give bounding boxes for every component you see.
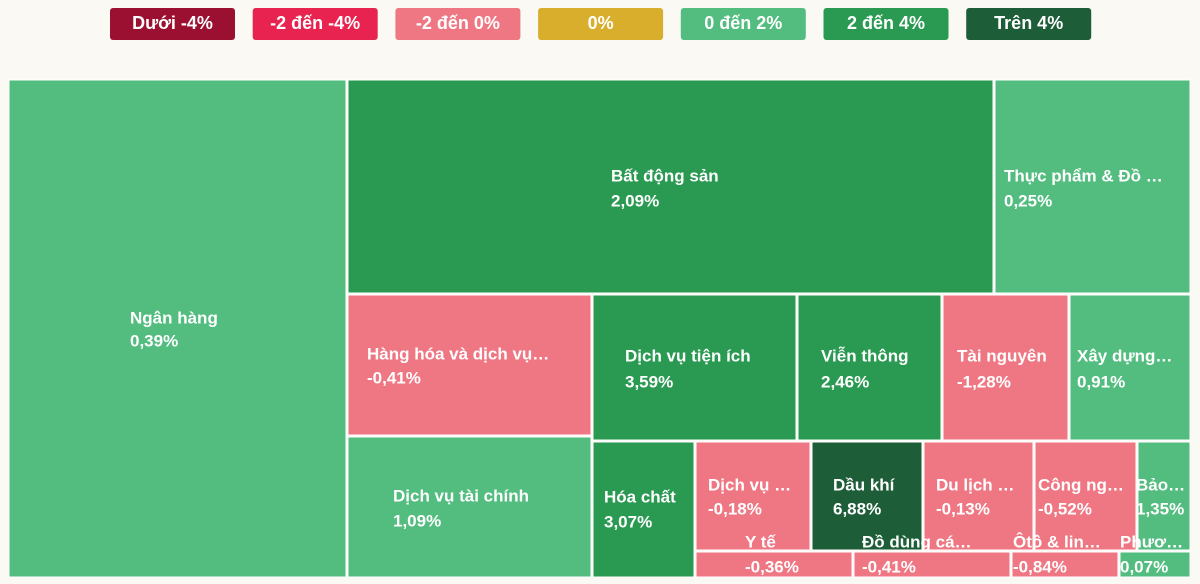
tile[interactable]	[1069, 294, 1191, 441]
tile-value: 2,09%	[611, 191, 659, 210]
tile-label: Hàng hóa và dịch vụ…	[367, 344, 549, 363]
tile-label: Phươ…	[1120, 532, 1183, 551]
tile-value: -0,41%	[862, 557, 916, 576]
tile-label: Du lịch …	[936, 475, 1014, 494]
tile[interactable]	[853, 551, 1011, 578]
tile-value: 6,88%	[833, 499, 881, 518]
tile[interactable]	[695, 551, 853, 578]
legend-label[interactable]: -2 đến 0%	[416, 13, 500, 33]
tile-value: 1,09%	[393, 511, 441, 530]
tile-value: -0,84%	[1013, 557, 1067, 576]
legend-label[interactable]: Dưới -4%	[132, 13, 213, 33]
tile-value: 0,07%	[1120, 557, 1168, 576]
legend-label[interactable]: 0 đến 2%	[704, 13, 782, 33]
tile[interactable]	[592, 441, 695, 578]
tile-value: -0,18%	[708, 499, 762, 518]
tile-label: Dầu khí	[833, 475, 896, 494]
legend-swatch[interactable]	[252, 8, 378, 40]
tile[interactable]	[923, 441, 1034, 551]
tile[interactable]	[1011, 551, 1119, 578]
tile-value: -0,36%	[745, 557, 799, 576]
legend-swatch[interactable]	[110, 8, 235, 40]
tile[interactable]	[811, 441, 923, 551]
tile-label: Hóa chất	[604, 487, 676, 506]
tile-label: Xây dựng…	[1077, 346, 1172, 365]
tile-label: Tài nguyên	[957, 346, 1047, 365]
tile[interactable]	[695, 441, 811, 551]
tile[interactable]	[347, 79, 994, 294]
tile-label: Công ng…	[1038, 475, 1124, 494]
tile[interactable]	[347, 436, 592, 578]
tile-label: Ngân hàng	[130, 308, 218, 327]
tile-label: Bất động sản	[611, 166, 719, 185]
tile-value: 2,46%	[821, 372, 869, 391]
tile-value: 3,07%	[604, 512, 652, 531]
tile-label: Bảo…	[1136, 475, 1185, 494]
tile-value: 3,59%	[625, 372, 673, 391]
tile[interactable]	[942, 294, 1069, 441]
legend-swatch[interactable]	[538, 8, 664, 40]
tile-label: Dịch vụ …	[708, 475, 791, 494]
tile-label: Viễn thông	[821, 346, 909, 365]
legend-label[interactable]: -2 đến -4%	[270, 13, 360, 33]
tile-value: -0,13%	[936, 499, 990, 518]
legend-swatch[interactable]	[966, 8, 1092, 40]
tile[interactable]	[1034, 441, 1137, 551]
tile-value: 0,91%	[1077, 372, 1125, 391]
legend-swatch[interactable]	[680, 8, 806, 40]
tile-label: Dịch vụ tiện ích	[625, 346, 751, 365]
tile-value: -0,52%	[1038, 499, 1092, 518]
tile-value: -0,41%	[367, 368, 421, 387]
tile-label: Dịch vụ tài chính	[393, 486, 529, 505]
tile[interactable]	[1137, 441, 1191, 551]
legend-label[interactable]: 2 đến 4%	[847, 13, 925, 33]
legend-swatch[interactable]	[395, 8, 521, 40]
tile-value: 1,35%	[1136, 499, 1184, 518]
tile-label: Ôtô & lin…	[1013, 532, 1101, 551]
tile-label: Y tế	[745, 532, 776, 551]
tile-value: 0,25%	[1004, 191, 1052, 210]
tile[interactable]	[347, 294, 592, 436]
tile-value: 0,39%	[130, 331, 178, 350]
tile[interactable]	[1119, 551, 1191, 578]
tile-label: Thực phẩm & Đồ …	[1004, 166, 1163, 185]
tile-label: Đồ dùng cá…	[862, 532, 972, 551]
tile[interactable]	[592, 294, 797, 441]
tile[interactable]	[8, 79, 347, 578]
legend-swatch[interactable]	[823, 8, 949, 40]
legend-label[interactable]: 0%	[588, 13, 614, 33]
tile[interactable]	[797, 294, 942, 441]
tile-value: -1,28%	[957, 372, 1011, 391]
legend-label[interactable]: Trên 4%	[994, 13, 1063, 33]
tile[interactable]	[994, 79, 1191, 294]
